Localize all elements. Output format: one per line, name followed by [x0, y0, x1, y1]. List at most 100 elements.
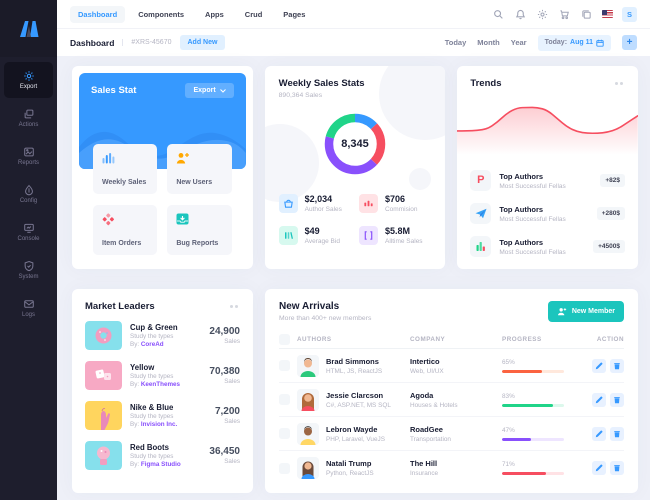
user-avatar[interactable]: S — [622, 6, 637, 22]
sidebar-item-export[interactable]: Export — [4, 62, 53, 98]
app-logo[interactable] — [0, 0, 57, 57]
cart-icon[interactable] — [558, 8, 571, 21]
gear-icon[interactable] — [536, 8, 549, 21]
layers-icon — [24, 109, 33, 119]
list-item: Red Boots Study the types By: Figma Stud… — [85, 441, 240, 470]
trend-badge: +82$ — [600, 174, 625, 187]
sidebar-item-reports[interactable]: Reports — [4, 138, 53, 174]
gear-icon — [23, 71, 34, 81]
chevron-down-icon — [219, 88, 226, 93]
list-item: Yellow Study the types By: KeenThemes 70… — [85, 361, 240, 390]
brackets-icon — [358, 226, 378, 245]
author-name[interactable]: Jessie Clarcson — [326, 390, 384, 400]
sales-unit: Sales — [224, 338, 240, 345]
tile-label: Bug Reports — [176, 240, 219, 247]
select-all-checkbox[interactable] — [279, 334, 290, 345]
sidebar-item-label: Logs — [21, 312, 35, 318]
card-menu-dots[interactable] — [613, 80, 625, 87]
topbar-actions: S — [492, 6, 637, 22]
company-sector: Transportation — [410, 435, 451, 443]
edit-button[interactable] — [592, 426, 606, 441]
range-year[interactable]: Year — [510, 38, 527, 47]
decor-circle — [409, 168, 432, 190]
product-thumb-hand — [85, 401, 122, 430]
product-desc: Study the types — [130, 373, 174, 380]
droplet-icon — [24, 184, 33, 196]
tab-components[interactable]: Components — [138, 9, 185, 19]
export-dropdown-button[interactable]: Export — [185, 83, 234, 98]
sales-value: 7,200 — [214, 406, 240, 417]
product-thumb-gumball — [85, 441, 122, 470]
row-checkbox[interactable] — [279, 394, 290, 405]
add-button[interactable]: + — [622, 35, 637, 50]
market-leaders-card: Market Leaders Cup & Green Study the typ… — [72, 289, 253, 493]
card-subtitle: 890,364 Sales — [278, 92, 323, 99]
sidebar-item-label: Export — [19, 84, 38, 90]
list-item: Cup & Green Study the types By: CoreAd 2… — [85, 321, 240, 350]
diamonds-icon — [102, 213, 114, 226]
trend-item: P Top Authors Most Successful Fellas +82… — [470, 164, 625, 197]
sales-value: 36,450 — [209, 446, 240, 457]
delete-button[interactable] — [610, 461, 624, 475]
tab-apps[interactable]: Apps — [205, 9, 224, 19]
vendor-link[interactable]: Invision Inc. — [140, 421, 178, 428]
table-row: Natali Trump Python, ReactJS The Hill In… — [279, 451, 624, 485]
progress-bar — [502, 472, 564, 475]
delete-button[interactable] — [610, 426, 624, 441]
tile-new-users[interactable]: New Users — [167, 144, 232, 194]
sales-unit: Sales — [224, 458, 240, 465]
row-checkbox[interactable] — [279, 462, 290, 474]
row-checkbox[interactable] — [279, 360, 290, 371]
sales-stat-tiles: Weekly Sales New Users Item Orders — [93, 144, 232, 255]
vendor-link[interactable]: CoreAd — [140, 341, 164, 348]
vendor-link[interactable]: Figma Studio — [140, 461, 181, 468]
sidebar-item-console[interactable]: Console — [4, 214, 53, 250]
tab-pages[interactable]: Pages — [283, 9, 306, 19]
vendor-link[interactable]: KeenThemes — [140, 381, 181, 388]
edit-button[interactable] — [592, 392, 606, 407]
tile-weekly-sales[interactable]: Weekly Sales — [93, 144, 158, 194]
date-picker-button[interactable]: Today: Aug 11 — [537, 34, 611, 51]
sales-stat-card: Sales Stat Export — [72, 66, 253, 269]
author-name[interactable]: Natali Trump — [326, 459, 372, 468]
edit-button[interactable] — [592, 461, 606, 475]
pinterest-icon: P — [470, 170, 492, 191]
tile-item-orders[interactable]: Item Orders — [93, 205, 158, 255]
sidebar-nav: Export Actions Reports Config Console Sy… — [0, 57, 57, 331]
copy-icon[interactable] — [580, 8, 593, 21]
author-skills: Python, ReactJS — [326, 470, 374, 477]
col-action: Action — [596, 336, 624, 343]
sidebar-item-actions[interactable]: Actions — [4, 100, 53, 136]
edit-button[interactable] — [592, 358, 606, 373]
sidebar-item-label: Config — [19, 198, 38, 204]
trends-list: P Top Authors Most Successful Fellas +82… — [457, 160, 638, 263]
sidebar-item-system[interactable]: System — [4, 252, 53, 288]
stat-alltime-sales: $5.8M Alltime Sales — [358, 226, 431, 245]
product-desc: Study the types — [130, 453, 174, 460]
list-item: Nike & Blue Study the types By: Invision… — [85, 401, 240, 430]
search-icon[interactable] — [492, 8, 505, 21]
sales-unit: Sales — [224, 378, 240, 385]
tab-crud[interactable]: Crud — [244, 9, 263, 19]
user-plus-icon — [177, 153, 190, 164]
tile-label: Item Orders — [102, 240, 142, 247]
sidebar-item-config[interactable]: Config — [4, 176, 53, 212]
bell-icon[interactable] — [514, 8, 527, 21]
breadcrumb: Dashboard #XRS-45670 Add New — [70, 35, 226, 50]
tab-dashboard[interactable]: Dashboard — [70, 5, 126, 23]
card-menu-dots[interactable] — [228, 303, 240, 310]
range-month[interactable]: Month — [477, 38, 500, 47]
range-today[interactable]: Today — [444, 38, 467, 47]
stat-label: Author Sales — [304, 206, 342, 213]
new-member-button[interactable]: New Member — [547, 301, 624, 322]
language-flag-icon[interactable] — [602, 10, 613, 18]
delete-button[interactable] — [610, 392, 624, 407]
tile-bug-reports[interactable]: Bug Reports — [167, 205, 232, 255]
row-checkbox[interactable] — [279, 428, 290, 439]
sidebar-item-logs[interactable]: Logs — [4, 290, 53, 326]
delete-button[interactable] — [610, 358, 624, 373]
author-name[interactable]: Lebron Wayde — [326, 424, 378, 434]
avatar — [297, 354, 319, 377]
add-new-button[interactable]: Add New — [179, 35, 226, 50]
author-name[interactable]: Brad Simmons — [326, 356, 379, 366]
